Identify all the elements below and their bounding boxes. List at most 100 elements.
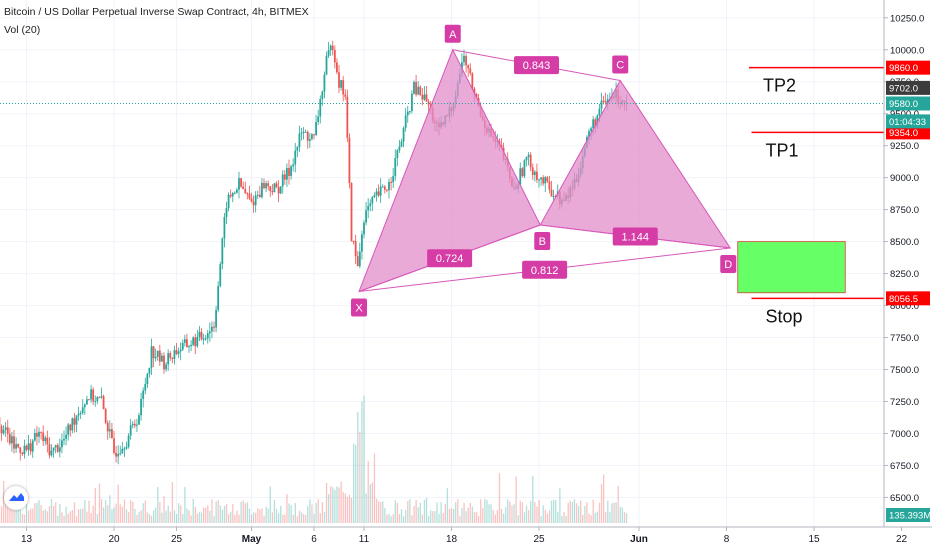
price-tag-2-text: 01:04:33 [889,117,926,128]
candle-body [94,401,96,402]
volume-bar [374,454,375,523]
volume-bar [215,501,216,523]
price-axis[interactable]: 10250.010000.09750.09500.09250.09000.087… [884,0,932,550]
volume-bar [68,514,69,523]
candle-body [286,168,288,180]
pattern-point-b[interactable]: B [534,232,550,250]
candle-body [274,183,276,192]
volume-bar [201,513,202,523]
candle-body [371,197,373,203]
volume-indicator-label[interactable]: Vol (20) [4,24,40,36]
volume-bar [311,505,312,523]
candle-body [303,132,305,133]
volume-bar [51,499,52,523]
candle-body [92,389,94,401]
volume-bar [276,509,277,523]
candle-body [417,87,419,95]
volume-bar [420,503,421,523]
candle-body [265,183,267,188]
volume-bar [482,508,483,523]
volume-bar [211,499,212,523]
volume-bar [122,507,123,523]
candle-body [13,436,15,448]
candle-body [326,56,328,75]
candle-body [526,157,528,160]
pattern-point-d[interactable]: D [720,255,736,273]
candle-body [540,177,542,179]
volume-bar [443,513,444,523]
volume-bar [349,495,350,523]
candle-body [132,424,134,425]
volume-bar [161,513,162,523]
volume-bar [84,500,85,523]
volume-bar [522,502,523,523]
volume-bar [282,515,283,523]
time-axis-bg [0,527,884,550]
volume-bar [328,494,329,523]
candle-body [159,351,161,362]
volume-bar [243,501,244,523]
volume-bar [578,506,579,523]
candle-body [82,407,84,413]
candle-body [413,82,415,94]
volume-bar [486,500,487,523]
volume-bar [468,508,469,523]
pattern-point-a[interactable]: A [445,25,461,43]
pattern-point-c[interactable]: C [612,55,628,73]
candle-body [117,454,119,457]
candle-body [230,195,232,197]
time-tick-label: 22 [896,534,908,545]
candle-body [136,425,138,426]
volume-bar [601,484,602,523]
candle-body [234,193,236,194]
candle-body [101,396,103,397]
volume-bar [395,500,396,523]
candle-body [103,396,105,409]
volume-bar [507,500,508,523]
volume-bar [251,514,252,523]
candle-body [209,331,211,333]
candle-body [530,155,532,168]
candle-body [213,327,215,328]
volume-bar [249,509,250,523]
candle-body [394,158,396,176]
volume-bar [155,508,156,523]
candle-body [324,75,326,92]
candle-body [361,234,363,251]
pattern-point-x[interactable]: X [351,298,367,316]
volume-bar [338,488,339,523]
candle-body [603,101,605,102]
volume-bar [286,494,287,523]
volume-bar [47,511,48,523]
volume-bar [172,482,173,523]
candle-body [151,346,153,368]
volume-bar [43,511,44,523]
time-tick-label: Jun [630,534,648,545]
candle-body [267,183,269,186]
volume-bar [538,500,539,523]
volume-bar [393,514,394,523]
candle-body [146,374,148,384]
tradingview-logo-icon [4,486,28,510]
volume-bar [580,501,581,523]
volume-bar [472,507,473,523]
price-tick-label: 7750.0 [890,333,919,344]
candle-body [590,128,592,131]
volume-bar [259,509,260,523]
price-tag-2: 01:04:33 [886,114,930,128]
volume-bar [88,501,89,523]
candle-body [51,451,53,456]
volume-bar [257,508,258,523]
volume-bar [343,492,344,523]
volume-bar [30,509,31,523]
volume-bar [234,515,235,523]
tradingview-logo[interactable] [4,486,28,510]
candle-body [121,449,123,454]
volume-bar [59,504,60,523]
entry-zone[interactable] [738,242,846,293]
candle-body [463,56,465,62]
volume-bar [359,432,360,523]
